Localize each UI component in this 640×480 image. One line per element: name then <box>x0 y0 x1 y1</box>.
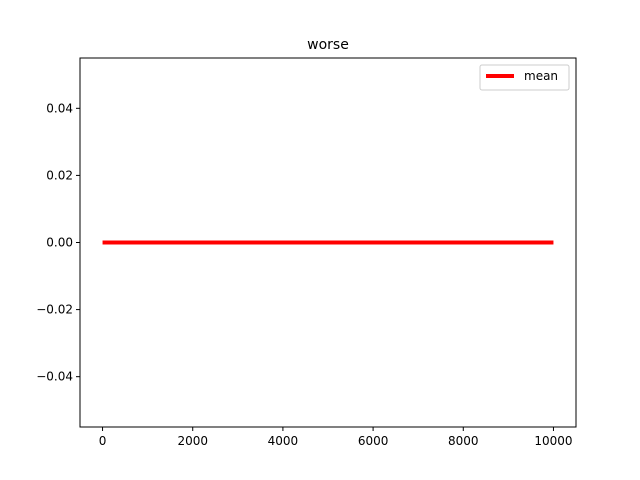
y-tick-label: 0.02 <box>46 168 73 182</box>
y-tick-label: −0.04 <box>36 370 73 384</box>
legend: mean <box>479 64 570 91</box>
y-tick-label: −0.02 <box>36 303 73 317</box>
y-tick-label: 0.00 <box>46 236 73 250</box>
x-tick-label: 2000 <box>177 434 208 448</box>
y-tick-label: 0.04 <box>46 101 73 115</box>
legend-label-mean: mean <box>524 69 558 83</box>
plot-area: 0 2000 4000 6000 8000 10000 −0.04 −0.02 0.00 0.02… <box>36 57 577 448</box>
chart-title: worse <box>307 37 349 53</box>
x-tick-label: 6000 <box>358 434 389 448</box>
x-tick-label: 8000 <box>448 434 479 448</box>
x-tick-label: 10000 <box>534 434 572 448</box>
x-tick-label: 4000 <box>268 434 299 448</box>
legend-box <box>479 64 570 91</box>
x-tick-label: 0 <box>99 434 107 448</box>
